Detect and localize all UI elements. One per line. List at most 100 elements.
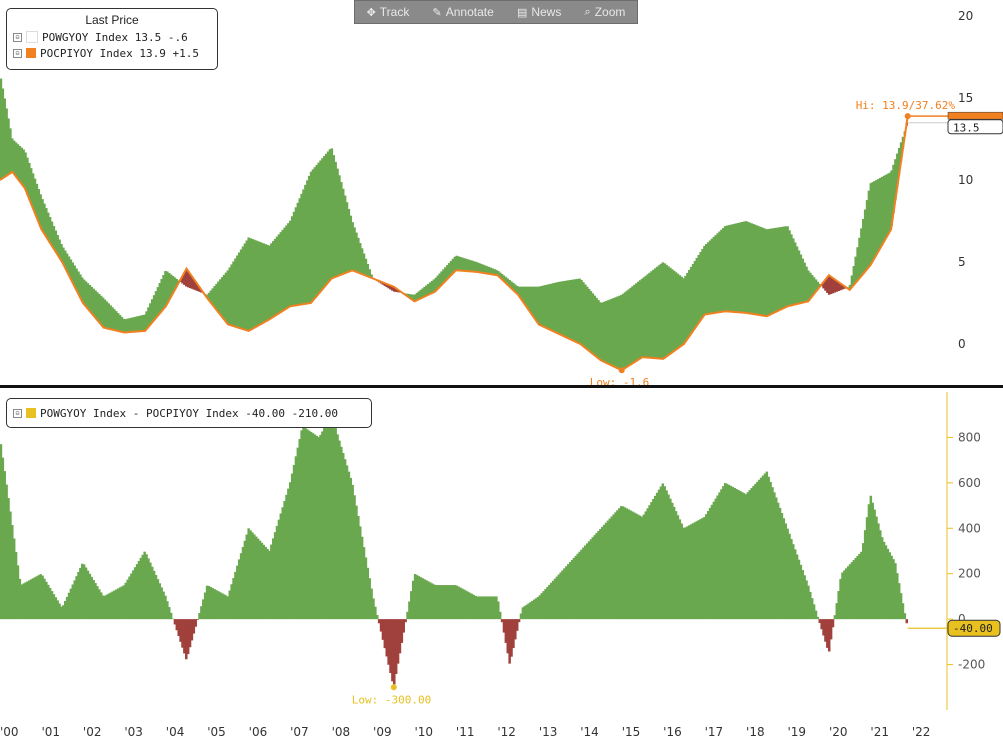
- spread-fill-bar-top: [169, 274, 173, 297]
- spread-fill-bar-top: [122, 318, 126, 333]
- spread-fill-bar-top: [716, 233, 719, 313]
- spread-bar-bottom: [79, 567, 82, 620]
- spread-fill-bar-top: [256, 241, 260, 326]
- spread-bar-bottom: [445, 585, 449, 620]
- spread-bar-bottom: [428, 582, 432, 620]
- spread-fill-bar-top: [771, 228, 774, 314]
- spread-bar-bottom: [75, 576, 78, 620]
- top-legend[interactable]: Last Price ⊟ POWGYOY Index 13.5 -.6 ⊟ PO…: [6, 8, 218, 70]
- spread-bar-bottom: [807, 585, 810, 620]
- spread-fill-bar-top: [65, 253, 69, 272]
- spread-fill-bar-top: [186, 270, 190, 288]
- spread-bar-bottom: [29, 579, 33, 620]
- spread-bar-bottom: [141, 554, 145, 620]
- spread-fill-bar-top: [296, 202, 300, 306]
- spread-fill-bar-top: [383, 283, 387, 286]
- pencil-icon: ✎: [432, 6, 442, 19]
- spread-fill-bar-top: [334, 161, 337, 277]
- zoom-button[interactable]: ⌕ Zoom: [585, 5, 626, 19]
- spread-fill-bar-top: [867, 190, 871, 268]
- spread-bar-bottom: [752, 485, 755, 620]
- spread-fill-bar-top: [408, 294, 411, 298]
- spread-fill-bar-top: [355, 232, 358, 272]
- spread-fill-bar-top: [60, 243, 63, 261]
- spread-bar-bottom: [860, 551, 863, 620]
- spread-fill-bar-top: [173, 277, 177, 290]
- spread-bar-bottom: [98, 589, 101, 620]
- legend-row-spread[interactable]: ⊟ POWGYOY Index - POCPIYOY Index -40.00 …: [13, 405, 365, 421]
- spread-bar-bottom: [888, 552, 891, 620]
- spread-fill-bar-top: [671, 269, 674, 353]
- spread-bar-bottom: [18, 578, 22, 620]
- spread-bar-bottom: [133, 567, 137, 620]
- spread-fill-bar-top: [809, 272, 812, 299]
- spread-fill-bar-top: [213, 286, 216, 308]
- spread-bar-bottom: [621, 506, 625, 620]
- spread-fill-bar-top: [81, 277, 84, 302]
- spread-bar-bottom: [877, 523, 880, 620]
- spread-bar-bottom: [780, 513, 784, 620]
- panel-divider[interactable]: [0, 385, 1003, 388]
- spread-fill-bar-top: [548, 284, 551, 330]
- spread-fill-bar-top: [890, 170, 893, 226]
- spread-fill-bar-top: [663, 263, 666, 358]
- spread-bar-bottom: [247, 528, 250, 620]
- spread-bar-bottom: [894, 563, 897, 620]
- spread-fill-bar-top: [289, 220, 292, 307]
- spread-fill-bar-top: [389, 285, 392, 290]
- spread-bar-bottom: [706, 511, 710, 620]
- legend-row-pocpiyoy[interactable]: ⊟ POCPIYOY Index 13.9 +1.5: [13, 45, 211, 61]
- spread-fill-bar-top: [438, 273, 441, 287]
- track-button[interactable]: ✥ Track: [367, 5, 410, 19]
- spread-bar-bottom: [633, 512, 636, 620]
- spread-fill-bar-top: [41, 199, 44, 232]
- spread-fill-bar-top: [527, 286, 530, 310]
- spread-fill-bar-top: [814, 279, 818, 292]
- spread-bar-bottom: [839, 578, 842, 620]
- spread-bar-bottom: [735, 489, 738, 620]
- news-button[interactable]: ▤ News: [517, 5, 561, 19]
- legend-toggle-icon[interactable]: ⊟: [13, 48, 22, 58]
- spread-bar-bottom: [722, 486, 725, 620]
- spread-bar-bottom: [442, 585, 445, 620]
- spread-bar-bottom: [164, 595, 167, 620]
- spread-bar-bottom: [710, 504, 714, 620]
- spread-fill-bar-top: [731, 224, 735, 312]
- bottom-legend[interactable]: ⊟ POWGYOY Index - POCPIYOY Index -40.00 …: [6, 398, 372, 428]
- spread-bar-bottom: [366, 567, 370, 620]
- spread-bar-bottom: [451, 585, 455, 620]
- spread-bar-bottom: [869, 495, 873, 620]
- spread-fill-bar-top: [12, 140, 16, 175]
- spread-fill-bar-top: [723, 226, 727, 312]
- spread-fill-bar-top: [894, 159, 897, 201]
- legend-toggle-icon[interactable]: ⊟: [13, 408, 22, 418]
- spread-bar-bottom: [107, 593, 110, 620]
- spread-fill-bar-top: [629, 287, 632, 365]
- spread-fill-bar-top: [758, 226, 761, 315]
- spread-fill-bar-top: [457, 256, 460, 271]
- spread-fill-bar-top: [217, 281, 220, 313]
- spread-bar-bottom: [421, 578, 424, 620]
- spread-bar-bottom: [24, 582, 27, 620]
- spread-bar-bottom: [880, 537, 884, 620]
- annotate-button[interactable]: ✎ Annotate: [433, 5, 494, 19]
- spread-fill-bar-top: [442, 269, 445, 284]
- legend-toggle-icon[interactable]: ⊟: [13, 32, 22, 42]
- spread-bar-bottom: [179, 619, 182, 642]
- legend-row-powgyoy[interactable]: ⊟ POWGYOY Index 13.5 -.6: [13, 29, 211, 45]
- spread-fill-bar-top: [601, 302, 604, 362]
- spread-bar-bottom: [111, 591, 114, 620]
- spread-fill-bar-top: [502, 275, 506, 282]
- spread-fill-bar-top: [463, 258, 466, 271]
- spread-fill-bar-top: [684, 275, 687, 342]
- spread-bar-bottom: [459, 587, 462, 620]
- spread-fill-bar-top: [680, 276, 683, 346]
- spread-fill-bar-top: [449, 260, 453, 276]
- spread-bar-bottom: [39, 574, 42, 620]
- spread-bar-bottom: [466, 591, 470, 620]
- spread-bar-bottom: [478, 596, 481, 620]
- spread-bar-bottom: [497, 601, 500, 620]
- spread-bar-bottom: [695, 521, 699, 620]
- spread-fill-bar-top: [750, 223, 753, 314]
